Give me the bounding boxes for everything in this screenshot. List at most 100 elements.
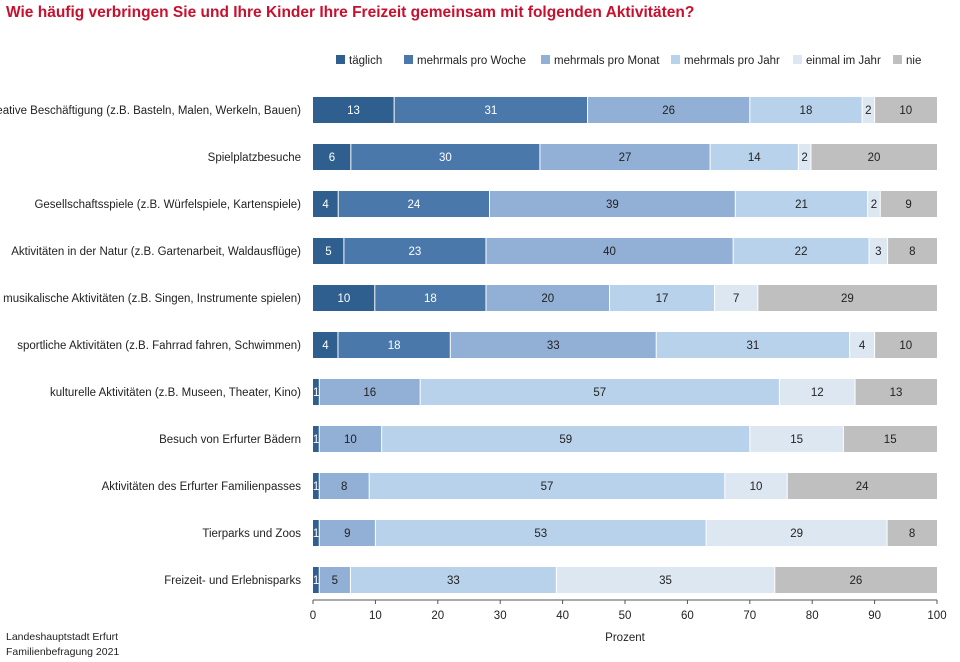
x-tick-label: 70	[743, 610, 756, 622]
bar-segment-mehrmals-pro-woche	[394, 97, 588, 123]
data-label: 7	[733, 293, 739, 305]
bar-segment-mehrmals-pro-woche	[374, 285, 486, 311]
legend-label: mehrmals pro Woche	[417, 55, 526, 67]
bar-segment-mehrmals-pro-monat	[489, 191, 736, 217]
data-label: 1	[313, 528, 319, 540]
data-label: 20	[541, 293, 554, 305]
data-label: 24	[407, 199, 420, 211]
category-label: kreative Beschäftigung (z.B. Basteln, Ma…	[0, 105, 301, 117]
bar-row-6: sportliche Aktivitäten (z.B. Fahrrad fah…	[17, 332, 937, 358]
x-tick-label: 30	[494, 610, 507, 622]
bar-segment-mehrmals-pro-jahr	[375, 520, 707, 546]
legend-item-nie: nie	[893, 55, 921, 67]
bar-segment-mehrmals-pro-jahr	[350, 567, 557, 593]
bar-segment-taeglich	[313, 567, 320, 593]
data-label: 8	[909, 246, 915, 258]
data-label: 14	[748, 152, 761, 164]
data-label: 9	[905, 199, 911, 211]
bar-segment-taeglich	[313, 97, 395, 123]
bar-row-8: Besuch von Erfurter Bädern 1 10 59 15 15	[159, 426, 937, 452]
bar-segment-einmal-im-jahr	[849, 332, 875, 358]
data-label: 26	[662, 105, 675, 117]
bar-row-7: kulturelle Aktivitäten (z.B. Museen, The…	[50, 379, 937, 405]
data-label: 31	[747, 340, 760, 352]
bar-segment-nie	[887, 238, 937, 264]
x-tick-label: 10	[369, 610, 382, 622]
data-label: 57	[593, 387, 606, 399]
data-label: 2	[871, 199, 877, 211]
bar-segment-nie	[757, 285, 937, 311]
data-label: 16	[363, 387, 376, 399]
legend-item-mehrmals-pro-monat: mehrmals pro Monat	[541, 55, 660, 67]
category-label: musikalische Aktivitäten (z.B. Singen, I…	[3, 293, 301, 305]
category-label: Aktivitäten in der Natur (z.B. Gartenarb…	[11, 246, 301, 258]
bar-segment-mehrmals-pro-woche	[337, 332, 451, 358]
bar-segment-mehrmals-pro-woche	[343, 238, 486, 264]
data-label: 15	[790, 434, 803, 446]
legend-label: nie	[906, 55, 921, 67]
legend-item-mehrmals-pro-woche: mehrmals pro Woche	[404, 55, 526, 67]
bar-segment-mehrmals-pro-monat	[319, 473, 370, 499]
bar-segment-einmal-im-jahr	[869, 238, 888, 264]
data-label: 9	[344, 528, 350, 540]
data-label: 22	[795, 246, 808, 258]
bar-segment-mehrmals-pro-monat	[319, 520, 376, 546]
bar-segment-mehrmals-pro-jahr	[735, 191, 868, 217]
legend-swatch	[893, 55, 902, 64]
legend-label: mehrmals pro Jahr	[684, 55, 780, 67]
data-label: 35	[659, 575, 672, 587]
source-line-1: Landeshauptstadt Erfurt	[6, 631, 119, 643]
bar-segment-mehrmals-pro-woche	[350, 144, 540, 170]
bar-segment-nie	[880, 191, 937, 217]
legend-label: täglich	[349, 55, 382, 67]
x-tick-label: 100	[927, 610, 946, 622]
data-label: 33	[447, 575, 460, 587]
bar-segment-einmal-im-jahr	[867, 191, 881, 217]
legend-item-einmal-im-jahr: einmal im Jahr	[793, 55, 881, 67]
data-label: 31	[484, 105, 497, 117]
bar-row-10: Tierparks und Zoos 1 9 53 29 8	[202, 520, 937, 546]
bar-segment-mehrmals-pro-jahr	[369, 473, 725, 499]
bar-segment-mehrmals-pro-jahr	[609, 285, 715, 311]
data-label: 10	[899, 340, 912, 352]
category-label: sportliche Aktivitäten (z.B. Fahrrad fah…	[17, 340, 301, 352]
source-line-2: Familienbefragung 2021	[6, 646, 120, 658]
bar-segment-taeglich	[313, 191, 339, 217]
data-label: 20	[868, 152, 881, 164]
data-label: 13	[890, 387, 903, 399]
data-label: 57	[541, 481, 554, 493]
bar-segment-nie	[774, 567, 937, 593]
bar-row-2: Spielplatzbesuche 6 30 27 14 2 20	[208, 144, 937, 170]
data-label: 2	[801, 152, 807, 164]
bar-segment-taeglich	[313, 144, 351, 170]
bar-segment-taeglich	[313, 285, 375, 311]
bar-segment-taeglich	[313, 473, 320, 499]
data-label: 21	[795, 199, 808, 211]
category-label: Tierparks und Zoos	[202, 528, 301, 540]
data-label: 39	[606, 199, 619, 211]
data-label: 1	[313, 575, 319, 587]
bar-segment-nie	[810, 144, 937, 170]
legend-label: einmal im Jahr	[806, 55, 881, 67]
data-label: 10	[337, 293, 350, 305]
data-label: 2	[865, 105, 871, 117]
bar-segment-einmal-im-jahr	[714, 285, 758, 311]
bar-segment-mehrmals-pro-monat	[539, 144, 711, 170]
bar-segment-einmal-im-jahr	[724, 473, 788, 499]
data-label: 18	[388, 340, 401, 352]
bar-segment-nie	[843, 426, 937, 452]
bar-segment-nie	[874, 332, 937, 358]
legend-label: mehrmals pro Monat	[554, 55, 660, 67]
bar-segment-einmal-im-jahr	[749, 426, 844, 452]
bar-segment-mehrmals-pro-jahr	[733, 238, 870, 264]
legend-swatch	[541, 55, 550, 64]
x-tick-label: 40	[556, 610, 569, 622]
data-label: 40	[603, 246, 616, 258]
x-tick-label: 90	[868, 610, 881, 622]
x-axis-label: Prozent	[605, 632, 645, 644]
data-label: 10	[750, 481, 763, 493]
data-label: 4	[322, 340, 329, 352]
category-label: Aktivitäten des Erfurter Familienpasses	[102, 481, 302, 493]
bar-segment-mehrmals-pro-monat	[450, 332, 657, 358]
data-label: 6	[329, 152, 335, 164]
